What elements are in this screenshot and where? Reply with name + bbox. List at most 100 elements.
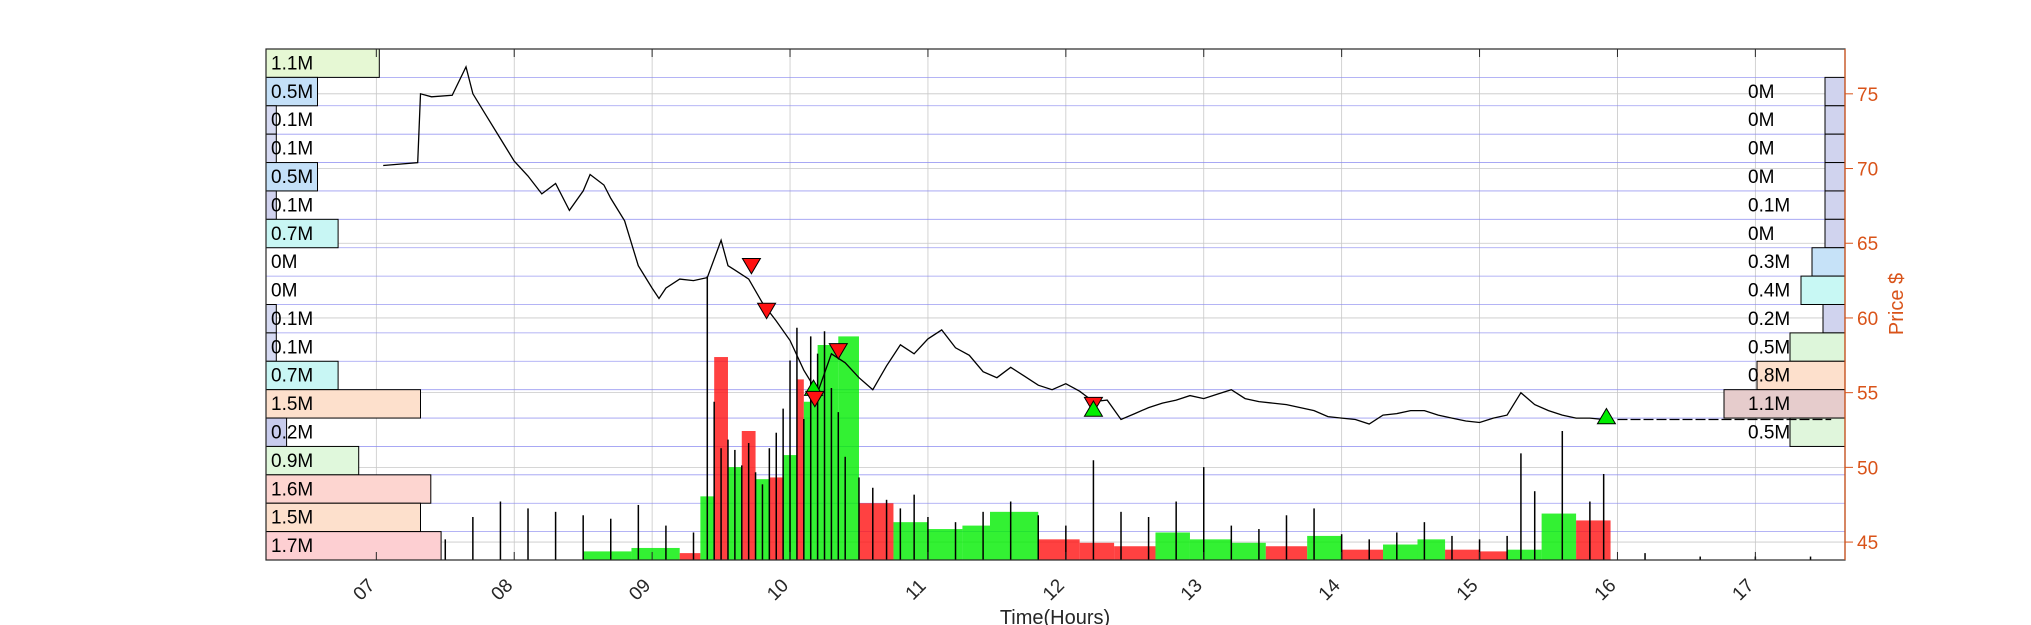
- volume-profile-right-label: 0M: [1748, 139, 1774, 160]
- buy-signal-marker: [1083, 400, 1104, 417]
- volume-profile-right-bar: [1824, 105, 1846, 135]
- y-axis-title: Price $: [1886, 273, 1908, 335]
- volume-profile-left-label: 0M: [271, 281, 297, 302]
- y-tick-label: 60: [1857, 309, 1878, 330]
- sell-signal-marker: [741, 257, 762, 275]
- volume-profile-right-bar: [1789, 417, 1846, 447]
- volume-profile-left-label: 0.1M: [271, 337, 313, 358]
- volume-block: [583, 551, 632, 560]
- volume-block: [927, 529, 963, 560]
- price-line: [383, 65, 1604, 425]
- volume-profile-right-label: 1.1M: [1748, 394, 1790, 415]
- volume-block: [679, 553, 701, 560]
- x-tick-label: 08: [487, 575, 517, 605]
- volume-block: [1479, 551, 1508, 560]
- volume-profile-left-bar: [265, 76, 318, 107]
- x-tick-label: 15: [1453, 575, 1483, 605]
- volume-profile-right-label: 0.8M: [1748, 366, 1790, 387]
- y-tick-label: 65: [1857, 234, 1878, 255]
- volume-block: [796, 379, 804, 560]
- volume-profile-left: 1.1M 0.5M 0.1M 0.1M 0.5M 0.1M 0.7M 0M 0M 0.1M 0.1M…: [265, 48, 442, 561]
- volume-block: [1576, 520, 1611, 560]
- volume-block: [962, 525, 990, 560]
- volume-profile-right-bar: [1723, 389, 1846, 419]
- volume-profile-left-label: 1.6M: [271, 479, 313, 500]
- volume-block: [1541, 513, 1577, 560]
- volume-block: [1155, 532, 1190, 560]
- volume-profile-left-label: 1.1M: [271, 53, 313, 74]
- volume-block: [1383, 544, 1418, 560]
- volume-block: [631, 547, 680, 560]
- volume-profile-left-bar: [265, 531, 442, 561]
- volume-profile-right-bar: [1824, 133, 1846, 164]
- volume-block: [1038, 539, 1080, 560]
- volume-block: [1307, 535, 1342, 560]
- sell-signal-marker: [756, 302, 777, 320]
- y-tick-label: 45: [1857, 533, 1878, 554]
- volume-profile-left-label: 1.7M: [271, 536, 313, 557]
- volume-profile-right-bar: [1789, 332, 1846, 362]
- x-tick-label: 10: [763, 575, 793, 605]
- volume-profile-right-bar: [1822, 304, 1846, 334]
- volume-profile-left-bar: [265, 502, 421, 533]
- volume-bars: [306, 276, 1812, 560]
- volume-profile-left-label: 0M: [271, 252, 297, 273]
- x-axis-title: Time(Hours): [1000, 607, 1110, 625]
- sell-signal-marker: [828, 343, 849, 360]
- volume-profile-left-label: 0.1M: [271, 110, 313, 131]
- y-tick-label: 75: [1857, 85, 1878, 106]
- volume-profile-right-label: 0.1M: [1748, 195, 1790, 216]
- volume-profile-left-label: 1.5M: [271, 508, 313, 529]
- y-axis-right: 45 50 55 60 65 70 75: [1844, 49, 1878, 560]
- x-tick-label: 13: [1177, 575, 1207, 605]
- volume-profile-left-bar: [265, 389, 421, 419]
- volume-profile-right-label: 0.2M: [1748, 309, 1790, 330]
- volume-profile-left-bar: [265, 48, 380, 78]
- volume-profile-right-label: 0M: [1748, 110, 1774, 131]
- volume-block: [1079, 542, 1115, 560]
- volume-block: [1231, 542, 1266, 560]
- x-tick-label: 12: [1039, 575, 1069, 605]
- volume-block: [1507, 549, 1542, 560]
- x-tick-label: 11: [902, 576, 931, 605]
- volume-block: [1341, 549, 1384, 560]
- volume-profile-left-label: 0.5M: [271, 82, 313, 103]
- volume-block: [1445, 549, 1480, 560]
- volume-profile-right-bar: [1800, 275, 1846, 306]
- volume-block: [989, 511, 1039, 560]
- trade-signals: [741, 257, 1617, 425]
- volume-blocks: [583, 336, 1611, 560]
- volume-profile-left-label: 1.5M: [271, 394, 313, 415]
- volume-profile-band-lines: [266, 48, 1845, 561]
- volume-profile-left-label: 0.9M: [271, 451, 313, 472]
- volume-profile-right-label: 0.5M: [1748, 337, 1790, 358]
- x-tick-label: 14: [1315, 575, 1345, 605]
- volume-profile-right-bar: [1824, 190, 1846, 220]
- volume-profile-left-label: 0.5M: [271, 167, 313, 188]
- volume-profile-left-label: 0.7M: [271, 224, 313, 245]
- volume-profile-right-label: 0.3M: [1748, 252, 1790, 273]
- volume-profile-left-label: 0.1M: [271, 139, 313, 160]
- volume-profile-right-label: 0M: [1748, 167, 1774, 188]
- volume-profile-left-label: 0.1M: [271, 309, 313, 330]
- volume-block: [1114, 546, 1156, 560]
- volume-profile-left-label: 0.1M: [271, 195, 313, 216]
- volume-block: [838, 336, 859, 560]
- y-tick-label: 50: [1857, 458, 1878, 479]
- volume-block: [1417, 539, 1446, 560]
- volume-profile-left-bar: [265, 162, 318, 192]
- volume-profile-right: 0M 0M 0M 0M 0.1M 0M 0.3M 0.4M 0.2M 0.5M 0.8M 1.1M 0.…: [1723, 76, 1846, 447]
- price-series: [383, 65, 1832, 425]
- x-tick-label: 09: [625, 575, 655, 605]
- volume-block: [858, 503, 894, 560]
- x-tick-label: 16: [1591, 575, 1621, 605]
- volume-profile-left-bar: [265, 474, 432, 504]
- volume-profile-right-bar: [1824, 218, 1846, 249]
- volume-profile-left-bar: [265, 445, 360, 476]
- volume-profile-right-label: 0.4M: [1748, 281, 1790, 302]
- volume-profile-right-label: 0M: [1748, 224, 1774, 245]
- volume-block: [1189, 539, 1232, 560]
- sell-signal-marker: [804, 390, 825, 408]
- volume-profile-right-bar: [1824, 76, 1846, 107]
